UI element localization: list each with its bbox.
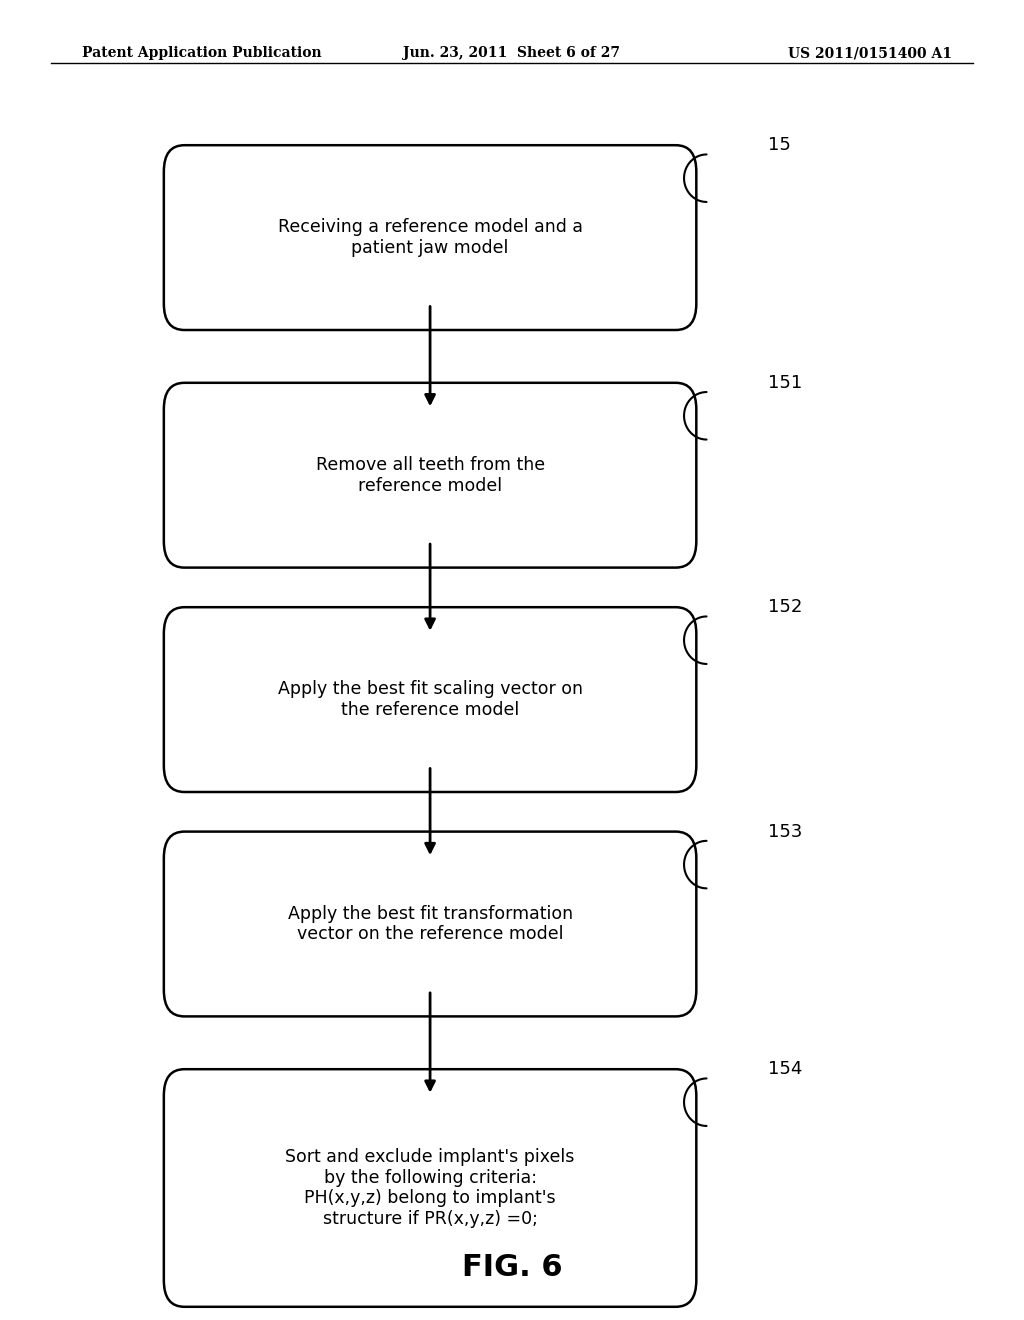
FancyBboxPatch shape (164, 383, 696, 568)
Text: US 2011/0151400 A1: US 2011/0151400 A1 (788, 46, 952, 61)
Text: Remove all teeth from the
reference model: Remove all teeth from the reference mode… (315, 455, 545, 495)
FancyBboxPatch shape (164, 145, 696, 330)
FancyBboxPatch shape (164, 832, 696, 1016)
Text: 152: 152 (768, 598, 803, 616)
Text: 154: 154 (768, 1060, 803, 1078)
Text: Apply the best fit transformation
vector on the reference model: Apply the best fit transformation vector… (288, 904, 572, 944)
Text: FIG. 6: FIG. 6 (462, 1253, 562, 1282)
Text: Jun. 23, 2011  Sheet 6 of 27: Jun. 23, 2011 Sheet 6 of 27 (403, 46, 621, 61)
FancyBboxPatch shape (164, 607, 696, 792)
Text: Sort and exclude implant's pixels
by the following criteria:
PH(x,y,z) belong to: Sort and exclude implant's pixels by the… (286, 1148, 574, 1228)
FancyBboxPatch shape (164, 1069, 696, 1307)
Text: 15: 15 (768, 136, 791, 154)
Text: Patent Application Publication: Patent Application Publication (82, 46, 322, 61)
Text: 151: 151 (768, 374, 802, 392)
Text: Receiving a reference model and a
patient jaw model: Receiving a reference model and a patien… (278, 218, 583, 257)
Text: 153: 153 (768, 822, 803, 841)
Text: Apply the best fit scaling vector on
the reference model: Apply the best fit scaling vector on the… (278, 680, 583, 719)
